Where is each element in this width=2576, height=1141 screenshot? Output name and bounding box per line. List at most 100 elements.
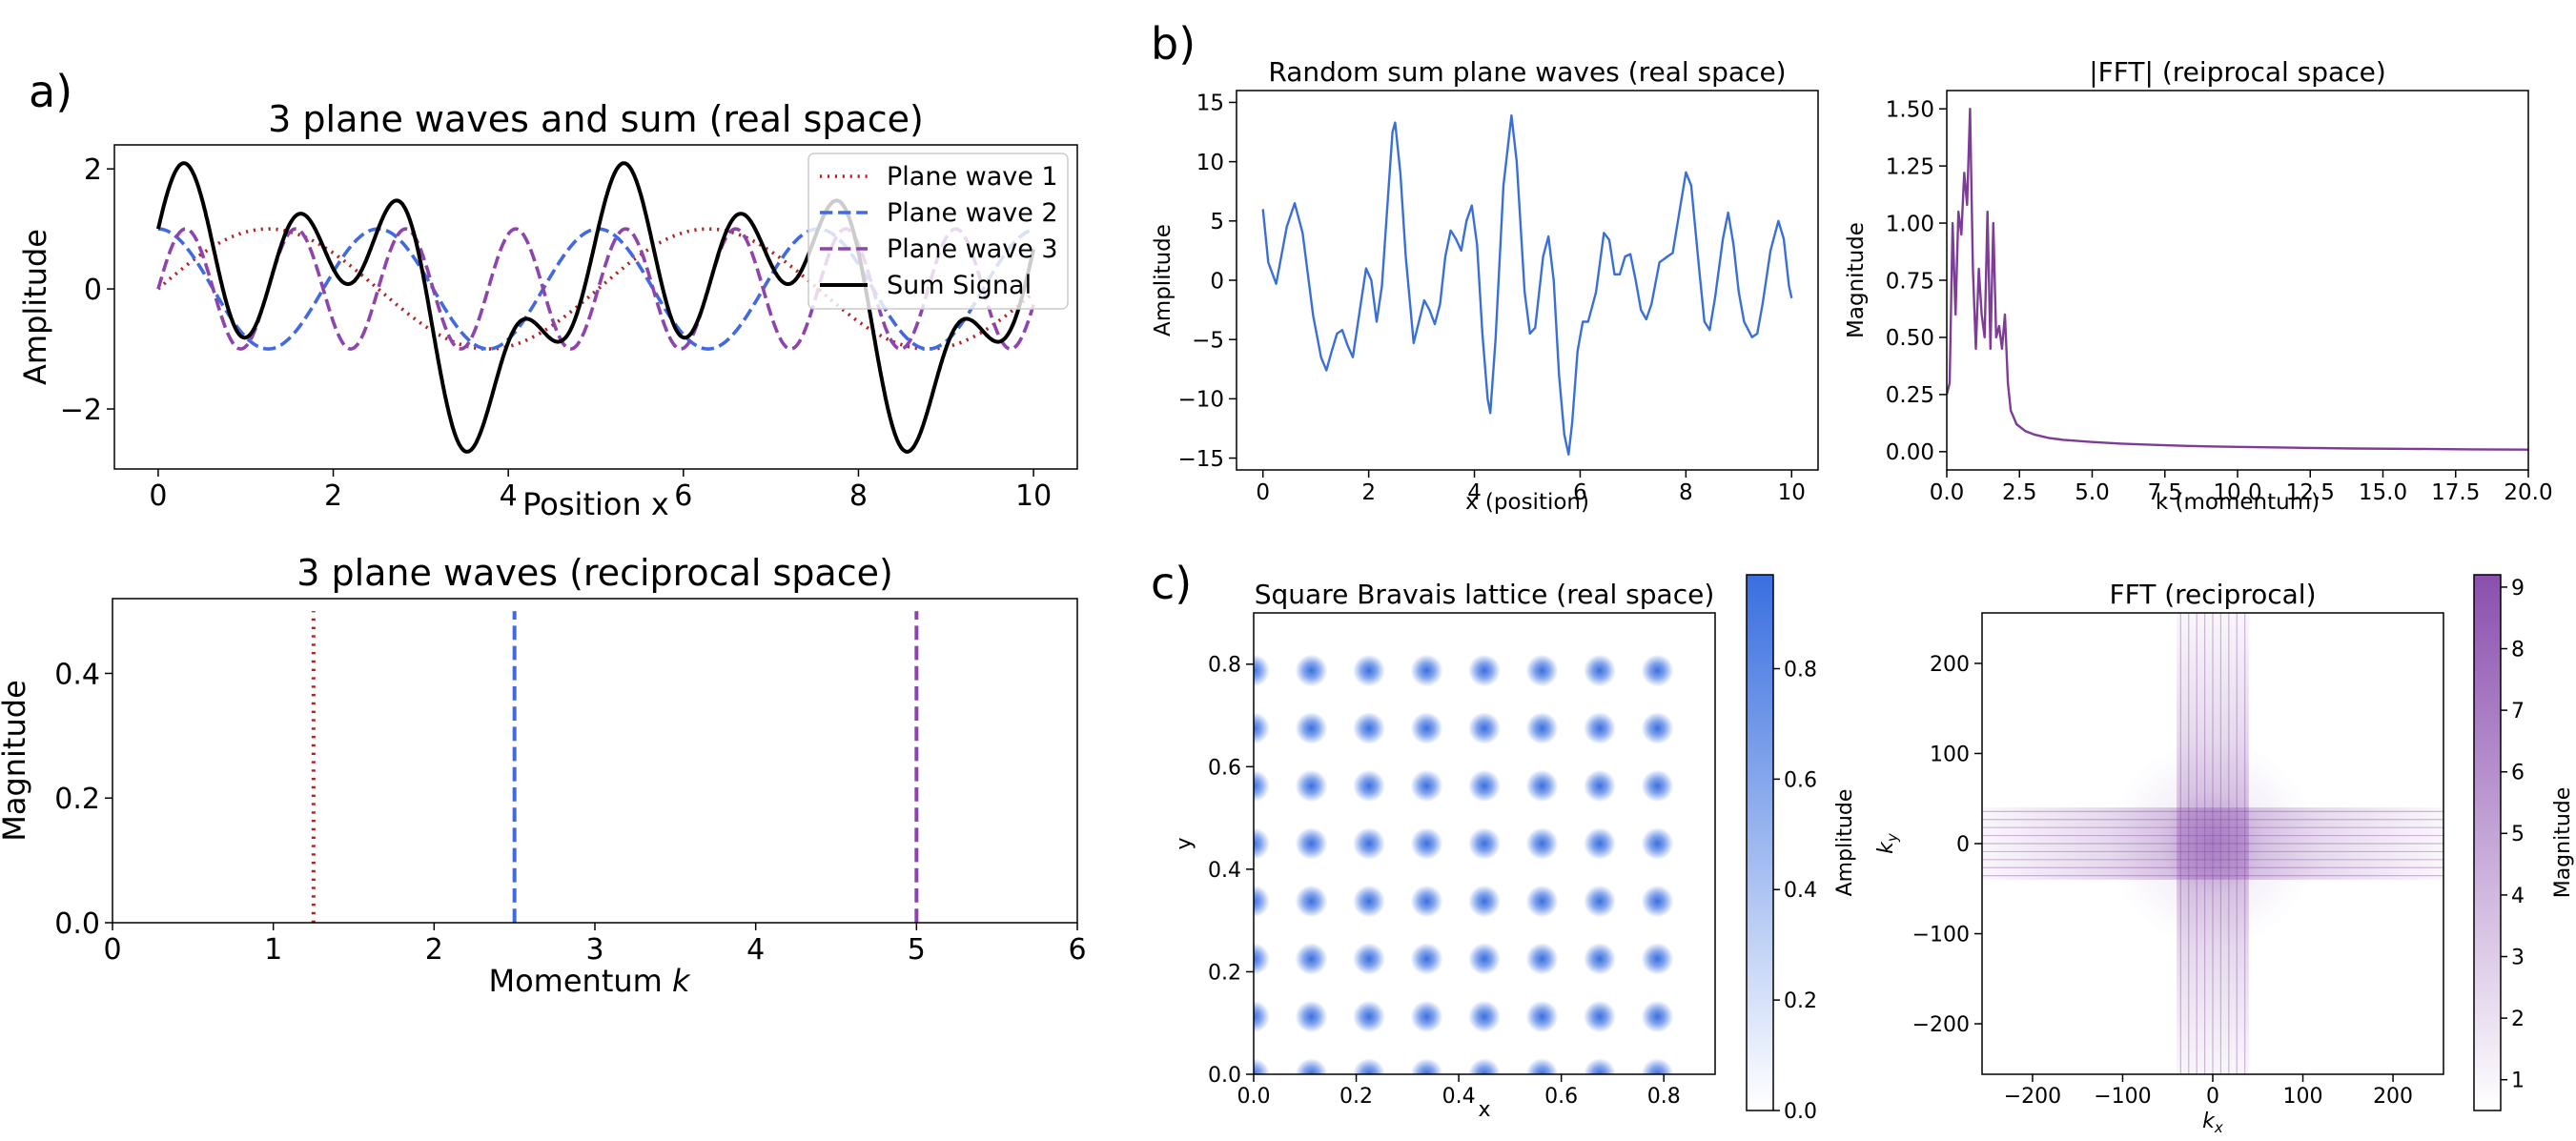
- legend-box: [808, 153, 1069, 310]
- x-axis-label: k (momentum): [2156, 490, 2320, 515]
- lattice-point: [1254, 712, 1270, 744]
- legend-label: Sum Signal: [887, 271, 1032, 300]
- x-tick-label: 12.5: [2286, 480, 2335, 505]
- chart-title: 3 plane waves and sum (real space): [268, 98, 924, 140]
- y-tick-label: −200: [1912, 1013, 1970, 1037]
- x-tick-label: 20.0: [2504, 480, 2552, 505]
- chart-title: Square Bravais lattice (real space): [1255, 579, 1715, 610]
- lattice-point: [1353, 885, 1385, 918]
- x-tick-label: 5: [908, 933, 926, 967]
- panel-label-a: a): [29, 66, 72, 117]
- series-line-3: [156, 227, 1035, 351]
- lattice-point: [1584, 827, 1616, 860]
- colorbar-tick-label: 0.0: [1784, 1100, 1817, 1124]
- x-tick-label: 2.5: [2002, 480, 2037, 505]
- y-axis-label: Magnitude: [1844, 222, 1869, 338]
- x-tick-label: 6: [674, 479, 692, 513]
- lattice-point: [1525, 943, 1559, 975]
- lattice-point: [1353, 712, 1385, 744]
- lattice-point: [1525, 885, 1559, 918]
- x-tick-label: 4: [1467, 480, 1482, 505]
- lattice-point: [1295, 1000, 1328, 1033]
- y-axis-label: Amplitude: [1151, 224, 1176, 336]
- colorbar-tick-label: 5: [2511, 823, 2525, 846]
- x-axis-label: x (position): [1465, 490, 1589, 515]
- lattice-point: [1584, 712, 1616, 744]
- x-tick-label: 5.0: [2075, 480, 2110, 505]
- y-axis-label: Amplitude: [17, 229, 53, 385]
- x-tick-label: 4: [500, 479, 518, 513]
- y-tick-label: 0.75: [1886, 269, 1934, 294]
- colorbar: [2473, 574, 2502, 1111]
- lattice-point: [1353, 943, 1385, 975]
- y-tick-label: 2: [84, 153, 102, 187]
- lattice-point: [1468, 712, 1501, 744]
- y-tick-label: 1.00: [1886, 212, 1934, 236]
- lattice-point: [1584, 769, 1616, 803]
- x-tick-label: 0.0: [1237, 1085, 1271, 1109]
- x-tick-label: 0: [149, 479, 167, 513]
- x-tick-label: 0: [2206, 1085, 2219, 1109]
- y-tick-label: 0.8: [1208, 654, 1241, 678]
- panel-label-c: c): [1151, 558, 1192, 609]
- y-tick-label: 5: [1210, 210, 1224, 234]
- plot-area: [1982, 613, 2443, 1074]
- lattice-point: [1353, 769, 1385, 803]
- lattice-point: [1641, 712, 1674, 744]
- x-tick-label: −200: [2004, 1085, 2061, 1109]
- x-axis-label: Position x: [522, 486, 669, 522]
- y-axis-label: Magnitude: [0, 680, 32, 842]
- colorbar-tick-label: 0.8: [1784, 658, 1817, 682]
- lattice-point: [1468, 943, 1501, 975]
- legend-label: Plane wave 1: [887, 162, 1058, 192]
- y-tick-label: 200: [1930, 653, 1970, 677]
- lattice-point: [1468, 654, 1501, 687]
- colorbar-label: Amplitude: [1833, 789, 1857, 897]
- x-tick-label: 17.5: [2431, 480, 2480, 505]
- lattice-point: [1641, 769, 1674, 803]
- y-tick-label: 0.6: [1208, 756, 1241, 780]
- lattice-point: [1295, 769, 1328, 803]
- lattice-point: [1584, 885, 1616, 918]
- x-tick-label: 15.0: [2359, 480, 2407, 505]
- y-tick-label: 0.00: [1886, 440, 1934, 465]
- x-tick-label: −100: [2094, 1085, 2151, 1109]
- x-tick-label: 10.0: [2213, 480, 2261, 505]
- plot-area: [155, 161, 1036, 454]
- y-tick-label: 0: [1956, 833, 1970, 857]
- colorbar-label: Magnitude: [2551, 787, 2575, 899]
- y-tick-label: −100: [1912, 923, 1970, 947]
- y-tick-label: −15: [1177, 447, 1224, 472]
- chart-title: Random sum plane waves (real space): [1268, 56, 1786, 88]
- x-tick-label: 10: [1015, 479, 1052, 513]
- x-axis-label-symbol: k: [672, 963, 691, 999]
- lattice-point: [1254, 827, 1270, 860]
- x-tick-label: 0.6: [1544, 1085, 1578, 1109]
- x-axis-label-text: Momentum: [488, 963, 672, 999]
- colorbar-tick-label: 6: [2511, 762, 2525, 785]
- plot-frame: [1981, 612, 2444, 1075]
- x-tick-label: 8: [849, 479, 868, 513]
- lattice-point: [1254, 654, 1270, 687]
- lattice-point: [1584, 654, 1616, 687]
- panel-label-b: b): [1151, 18, 1196, 70]
- y-axis-label-subscript: y: [1884, 832, 1901, 843]
- x-tick-label: 0: [1256, 480, 1270, 505]
- lattice-point: [1410, 943, 1443, 975]
- lattice-point: [1525, 769, 1559, 803]
- y-axis-label: ky: [1874, 832, 1901, 854]
- lattice-point: [1584, 943, 1616, 975]
- y-tick-label: −5: [1192, 328, 1224, 353]
- lattice-point: [1410, 1058, 1443, 1074]
- x-tick-label: 6: [1573, 480, 1587, 505]
- x-axis-label-subscript: x: [2214, 1119, 2223, 1136]
- chart-random-sum-real: 0 2 4 6 8 10 −15 −10 −5 0 5 10 15 Random sum plane wa…: [1151, 56, 1819, 515]
- series-line: [1261, 113, 1793, 456]
- lattice-point: [1641, 885, 1674, 918]
- x-axis-label: Momentum k: [488, 963, 691, 999]
- x-tick-label: 0.4: [1442, 1085, 1476, 1109]
- x-axis-label: x: [1478, 1098, 1490, 1122]
- plot-area: [1947, 107, 2528, 451]
- lattice-point: [1525, 654, 1559, 687]
- lattice-point: [1641, 654, 1674, 687]
